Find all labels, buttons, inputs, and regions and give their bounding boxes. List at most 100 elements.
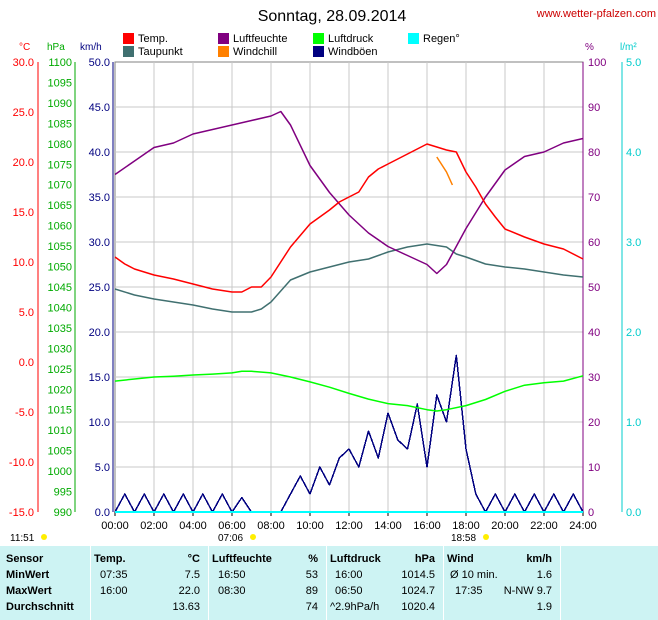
pressure-tick-label: 1050 <box>48 262 72 274</box>
pressure-tick-label: 1100 <box>48 57 72 69</box>
temp-tick-label: 15.0 <box>13 207 34 219</box>
legend-swatch-dewpoint <box>123 46 134 57</box>
rain-tick-label: 3.0 <box>626 237 641 249</box>
pressure-tick-label: 1080 <box>48 139 72 151</box>
rain-tick-label: 0.0 <box>626 507 641 519</box>
pressure-tick-label: 1055 <box>48 241 72 253</box>
sunrise-time: 07:06 <box>218 533 243 544</box>
wind-tick-label: 5.0 <box>95 462 110 474</box>
time-tick-label: 24:00 <box>569 520 597 532</box>
website-link[interactable]: www.wetter-pfalzen.com <box>536 8 656 20</box>
rain-tick-label: 1.0 <box>626 417 641 429</box>
stats-temp-value: 13.63 <box>172 601 200 613</box>
time-tick-label: 16:00 <box>413 520 441 532</box>
pressure-tick-label: 1015 <box>48 405 72 417</box>
stats-header-humidity: Luftfeuchte <box>212 553 272 565</box>
time-tick-label: 22:00 <box>530 520 558 532</box>
sun-markers: 11:51 07:06 18:58 <box>10 533 489 544</box>
humidity-tick-label: 0 <box>588 507 594 519</box>
stats-header-pressure-unit: hPa <box>414 553 435 565</box>
time-tick-label: 02:00 <box>140 520 168 532</box>
pressure-tick-label: 1060 <box>48 221 72 233</box>
stats-hum-value: 53 <box>305 569 318 581</box>
time-tick-label: 06:00 <box>218 520 246 532</box>
temp-tick-label: 30.0 <box>13 57 34 69</box>
grid <box>115 62 583 512</box>
wind-unit-label: km/h <box>80 42 102 53</box>
wind-tick-label: 35.0 <box>89 192 110 204</box>
pressure-unit-label: hPa <box>47 42 65 53</box>
legend-swatch-pressure <box>313 33 324 44</box>
statistics-table: Sensor Temp. °C Luftfeuchte % Luftdruck … <box>0 545 658 620</box>
stats-wind-value: 1.9 <box>536 601 552 613</box>
pressure-tick-label: 1065 <box>48 200 72 212</box>
series-line-temp- <box>114 143 584 293</box>
pressure-tick-label: 990 <box>54 507 72 519</box>
time-tick-label: 20:00 <box>491 520 519 532</box>
humidity-tick-label: 60 <box>588 237 600 249</box>
chart-title: Sonntag, 28.09.2014 <box>258 8 407 25</box>
pressure-tick-label: 1045 <box>48 282 72 294</box>
stats-press-time: 16:00 <box>335 569 363 581</box>
stats-header-sensor: Sensor <box>6 553 44 565</box>
stats-hum-value: 74 <box>305 601 318 613</box>
temp-tick-label: 20.0 <box>13 157 34 169</box>
stats-temp-time: 16:00 <box>100 585 128 597</box>
legend-label-pressure: Luftdruck <box>328 33 374 45</box>
legend-swatch-rain <box>408 33 419 44</box>
stats-row-label: Durchschnitt <box>6 601 74 613</box>
humidity-tick-label: 80 <box>588 147 600 159</box>
pressure-tick-label: 1040 <box>48 302 72 314</box>
humidity-tick-label: 50 <box>588 282 600 294</box>
stats-header-humidity-unit: % <box>308 553 318 565</box>
stats-header-temp: Temp. <box>94 553 126 565</box>
pressure-tick-label: 1010 <box>48 425 72 437</box>
legend-label-humidity: Luftfeuchte <box>233 33 287 45</box>
series-group <box>114 110 584 513</box>
stats-wind-value: 1.6 <box>536 569 552 581</box>
legend-label-rain: Regen° <box>423 33 460 45</box>
sunset-icon <box>483 534 489 540</box>
stats-hum-value: 89 <box>305 585 318 597</box>
sunset-time: 18:58 <box>451 533 476 544</box>
rain-tick-label: 2.0 <box>626 327 641 339</box>
time-tick-label: 12:00 <box>335 520 363 532</box>
legend-swatch-humidity <box>218 33 229 44</box>
stats-wind-value: N-NW 9.7 <box>503 585 552 597</box>
legend-label-temp: Temp. <box>138 33 168 45</box>
pressure-tick-label: 1070 <box>48 180 72 192</box>
rain-tick-label: 4.0 <box>626 147 641 159</box>
left-axes: 30.0 25.0 20.0 15.0 10.0 5.0 0.0 -5.0 -10.0 -15.0… <box>9 57 114 519</box>
pressure-tick-label: 1035 <box>48 323 72 335</box>
humidity-tick-label: 100 <box>588 57 606 69</box>
legend: Temp. Taupunkt Luftfeuchte Windchill Luf… <box>123 33 460 58</box>
wind-tick-label: 25.0 <box>89 282 110 294</box>
time-tick-label: 14:00 <box>374 520 402 532</box>
pressure-tick-label: 1025 <box>48 364 72 376</box>
wind-tick-label: 40.0 <box>89 147 110 159</box>
pressure-tick-label: 1085 <box>48 118 72 130</box>
weather-chart: Sonntag, 28.09.2014 www.wetter-pfalzen.c… <box>9 8 656 544</box>
stats-temp-value: 22.0 <box>178 585 200 597</box>
time-tick-label: 04:00 <box>179 520 207 532</box>
sunrise-icon <box>250 534 256 540</box>
wind-tick-label: 0.0 <box>95 507 110 519</box>
temp-tick-label: -10.0 <box>9 457 34 469</box>
pressure-tick-label: 1075 <box>48 159 72 171</box>
temp-tick-label: -15.0 <box>9 507 34 519</box>
temp-tick-label: 25.0 <box>13 107 34 119</box>
series-line-luftdruck <box>114 370 584 412</box>
stats-header-wind: Wind <box>447 553 474 565</box>
wind-tick-label: 50.0 <box>89 57 110 69</box>
stats-row-label: MaxWert <box>6 585 52 597</box>
legend-label-gusts: Windböen <box>328 46 378 58</box>
temp-tick-label: -5.0 <box>15 407 34 419</box>
series-line-windchill <box>436 156 454 186</box>
pressure-tick-label: 1095 <box>48 77 72 89</box>
temp-tick-label: 5.0 <box>19 307 34 319</box>
temp-tick-label: 10.0 <box>13 257 34 269</box>
legend-swatch-temp <box>123 33 134 44</box>
legend-label-dewpoint: Taupunkt <box>138 46 183 58</box>
stats-press-value: 1020.4 <box>401 601 435 613</box>
legend-label-windchill: Windchill <box>233 46 277 58</box>
